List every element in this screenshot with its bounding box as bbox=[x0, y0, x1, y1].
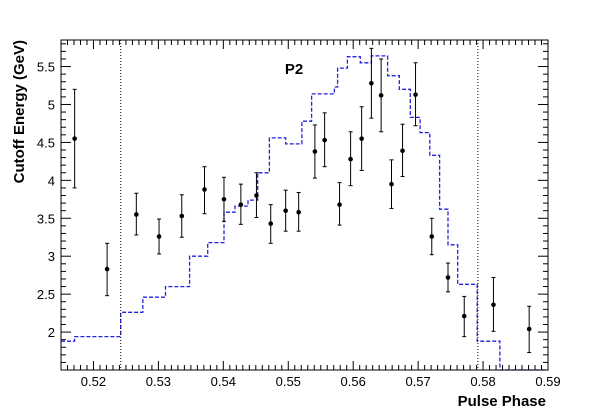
point-marker bbox=[179, 213, 185, 219]
panel-annotation: P2 bbox=[285, 61, 303, 78]
x-tick-label: 0.53 bbox=[146, 374, 171, 389]
point-marker bbox=[254, 193, 259, 198]
point-marker bbox=[445, 275, 451, 280]
point-marker bbox=[202, 187, 207, 192]
y-tick-label: 2.5 bbox=[37, 287, 55, 302]
data-point bbox=[526, 305, 532, 354]
point-marker bbox=[268, 221, 274, 226]
x-tick-label: 0.59 bbox=[535, 374, 560, 389]
model-step-series bbox=[61, 55, 548, 371]
data-point bbox=[491, 276, 496, 332]
data-point bbox=[72, 88, 77, 189]
data-point bbox=[378, 58, 384, 133]
point-marker bbox=[378, 93, 384, 98]
data-point bbox=[238, 183, 244, 225]
data-point bbox=[369, 47, 374, 119]
data-point bbox=[445, 262, 451, 293]
point-marker bbox=[491, 302, 496, 308]
y-axis-ticks: 2 2.5 3 3.5 4 4.5 5 5.5 bbox=[37, 43, 548, 371]
point-marker bbox=[369, 80, 374, 86]
point-marker bbox=[322, 137, 327, 143]
point-marker bbox=[526, 326, 532, 332]
x-tick-label: 0.54 bbox=[211, 374, 236, 389]
point-marker bbox=[296, 209, 301, 215]
point-marker bbox=[337, 202, 342, 207]
point-marker bbox=[221, 197, 227, 202]
x-tick-label: 0.55 bbox=[276, 374, 301, 389]
point-marker bbox=[400, 148, 405, 154]
data-point bbox=[322, 112, 327, 168]
point-marker bbox=[461, 313, 467, 319]
y-tick-label: 5.5 bbox=[37, 60, 55, 75]
point-marker bbox=[348, 156, 353, 162]
point-marker bbox=[389, 181, 394, 187]
data-point bbox=[359, 106, 364, 171]
point-marker bbox=[104, 266, 110, 272]
data-point bbox=[156, 218, 162, 255]
point-marker bbox=[283, 208, 288, 213]
data-points-series bbox=[72, 47, 532, 354]
data-point bbox=[134, 192, 139, 236]
x-axis-label: Pulse Phase bbox=[458, 393, 546, 410]
point-marker bbox=[238, 202, 244, 207]
data-point bbox=[179, 194, 185, 238]
data-point bbox=[221, 176, 227, 222]
y-tick-label: 4 bbox=[48, 173, 55, 188]
x-tick-label: 0.56 bbox=[341, 374, 366, 389]
data-point bbox=[104, 242, 110, 297]
y-tick-label: 3.5 bbox=[37, 211, 55, 226]
point-marker bbox=[72, 136, 77, 141]
plot-frame bbox=[60, 39, 549, 371]
x-tick-label: 0.58 bbox=[470, 374, 495, 389]
y-tick-label: 4.5 bbox=[37, 135, 55, 150]
data-point bbox=[312, 124, 318, 179]
point-marker bbox=[359, 136, 364, 141]
data-point bbox=[254, 172, 259, 219]
x-tick-label: 0.52 bbox=[81, 374, 106, 389]
y-tick-label: 5 bbox=[48, 97, 55, 112]
data-point bbox=[348, 131, 353, 187]
point-marker bbox=[156, 234, 162, 239]
x-tick-label: 0.57 bbox=[405, 374, 430, 389]
point-marker bbox=[134, 212, 139, 217]
data-point bbox=[389, 159, 394, 209]
point-marker bbox=[312, 149, 318, 154]
data-point bbox=[283, 189, 288, 232]
data-point bbox=[429, 217, 435, 256]
data-point bbox=[296, 191, 301, 232]
data-point bbox=[413, 62, 418, 127]
model-step-line bbox=[61, 55, 548, 371]
data-point bbox=[461, 295, 467, 338]
point-marker bbox=[413, 92, 418, 97]
data-point bbox=[268, 204, 274, 244]
phase-boundary-lines bbox=[120, 40, 479, 370]
y-tick-label: 2 bbox=[48, 325, 55, 340]
y-tick-label: 3 bbox=[48, 249, 55, 264]
data-point bbox=[202, 166, 207, 215]
point-marker bbox=[429, 234, 435, 239]
y-axis-label: Cutoff Energy (GeV) bbox=[11, 40, 28, 183]
data-point bbox=[337, 182, 342, 226]
data-point bbox=[400, 123, 405, 178]
